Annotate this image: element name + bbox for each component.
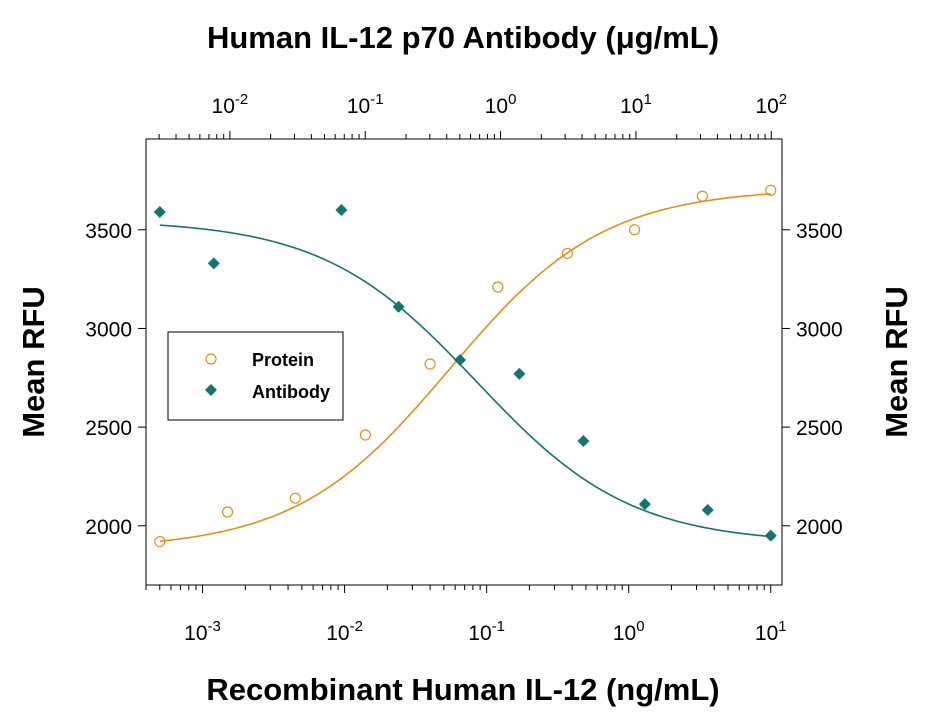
point-protein (154, 535, 166, 548)
y-axis-label-right: Mean RFU (879, 286, 914, 438)
data-points (153, 184, 777, 548)
point-protein (561, 247, 573, 260)
y-tick-label-left: 2000 (85, 516, 132, 539)
legend-label-protein: Protein (252, 350, 314, 370)
point-antibody (577, 434, 590, 447)
point-protein (765, 184, 777, 196)
plot-frame (145, 138, 783, 586)
legend-marker-protein (205, 353, 217, 365)
y-tick-label-right: 3000 (796, 318, 843, 341)
point-protein (221, 506, 234, 518)
top-tick-label: 10-2 (212, 91, 249, 118)
legend-label-antibody: Antibody (252, 382, 330, 402)
legend: Protein Antibody (167, 331, 344, 421)
point-antibody (207, 257, 220, 270)
point-antibody (153, 206, 166, 219)
point-antibody (392, 300, 405, 313)
point-antibody (335, 204, 348, 217)
legend-box (167, 331, 344, 421)
top-tick-label: 10-1 (347, 91, 384, 118)
point-antibody (638, 498, 651, 511)
x-tick-label: 10-1 (468, 618, 505, 645)
x-tick-label: 10-2 (326, 618, 363, 645)
y-tick-label-left: 3000 (85, 318, 132, 341)
y-tick-label-left: 2500 (85, 417, 132, 440)
y-axis-label-left: Mean RFU (16, 286, 51, 438)
top-tick-label: 102 (755, 91, 787, 118)
point-protein (289, 492, 301, 504)
fit-curve-protein (159, 193, 771, 543)
y-tick-label-left: 3500 (85, 220, 132, 243)
point-protein (628, 224, 641, 236)
fit-curves (159, 193, 771, 543)
fit-curve-antibody (159, 224, 771, 538)
point-protein (696, 190, 708, 202)
top-tick-label: 101 (620, 91, 652, 118)
point-antibody (764, 529, 777, 542)
point-protein (359, 429, 371, 441)
y-tick-label-right: 2000 (796, 516, 843, 539)
y-tick-label-right: 2500 (796, 417, 843, 440)
point-antibody (513, 367, 526, 380)
left-axis: 2000 2500 3000 3500 (85, 220, 146, 539)
point-antibody (454, 354, 467, 367)
legend-marker-antibody (205, 384, 217, 396)
top-axis: 10-2 10-1 100 101 102 (158, 91, 787, 139)
bottom-axis: 10-3 10-2 10-1 100 101 (145, 585, 787, 645)
x-axis-label: Recombinant Human IL-12 (ng/mL) (206, 672, 719, 707)
x-tick-label: 101 (755, 618, 787, 645)
point-antibody (701, 504, 714, 517)
x-tick-label: 100 (613, 618, 645, 645)
y-tick-label-right: 3500 (796, 220, 843, 243)
right-axis: 2000 2500 3000 3500 (782, 220, 843, 539)
point-protein (492, 281, 504, 293)
chart-title: Human IL-12 p70 Antibody (μg/mL) (207, 20, 719, 55)
point-protein (424, 358, 436, 370)
top-tick-label: 100 (485, 91, 517, 118)
x-tick-label: 10-3 (184, 618, 221, 645)
